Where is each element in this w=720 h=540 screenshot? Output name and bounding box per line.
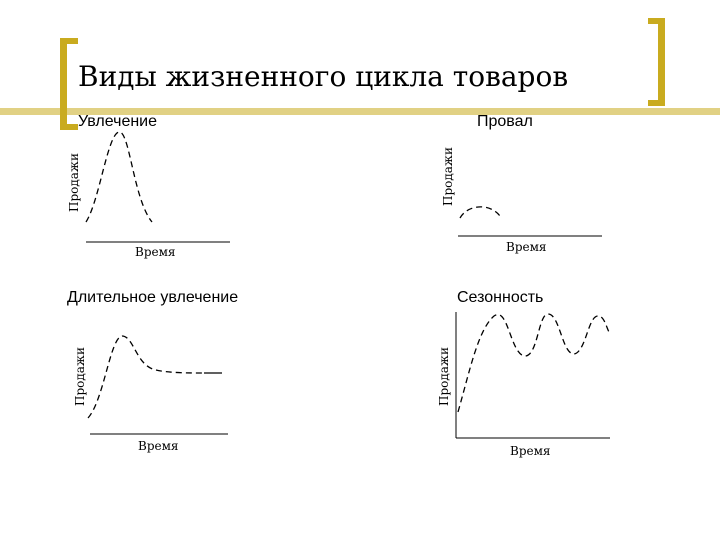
fad-x-axis-label: Время xyxy=(135,245,176,259)
right-bracket-bottom xyxy=(648,100,665,106)
seasonal-curve xyxy=(457,313,610,413)
title-underline xyxy=(0,108,720,115)
seasonal-y-axis-label: Продажи xyxy=(437,347,451,406)
fad-y-axis-label: Продажи xyxy=(67,153,81,212)
right-bracket-top xyxy=(648,18,665,24)
seasonal-label: Сезонность xyxy=(457,289,544,306)
right-bracket-vertical xyxy=(658,18,665,106)
seasonal-diagram: Время Продажи xyxy=(437,312,610,458)
left-bracket-bottom xyxy=(60,124,78,130)
fad-label: Увлечение xyxy=(78,113,158,130)
seasonal-x-axis-label: Время xyxy=(510,444,551,458)
left-bracket-vertical xyxy=(60,38,67,130)
long-fad-label: Длительное увлечение xyxy=(67,289,239,306)
flop-curve xyxy=(459,206,501,219)
fad-curve xyxy=(85,131,153,223)
long-fad-diagram: Время Продажи xyxy=(73,335,228,453)
fad-diagram: Время Продажи xyxy=(67,131,230,259)
flop-x-axis-label: Время xyxy=(506,240,547,254)
flop-y-axis-label: Продажи xyxy=(441,147,455,206)
flop-diagram: Время Продажи xyxy=(441,147,602,254)
flop-label: Провал xyxy=(477,113,533,130)
left-bracket-top xyxy=(60,38,78,44)
long-fad-curve-rise xyxy=(87,335,205,419)
slide-title: Виды жизненного цикла товаров xyxy=(78,60,569,93)
long-fad-x-axis-label: Время xyxy=(138,439,179,453)
long-fad-y-axis-label: Продажи xyxy=(73,347,87,406)
